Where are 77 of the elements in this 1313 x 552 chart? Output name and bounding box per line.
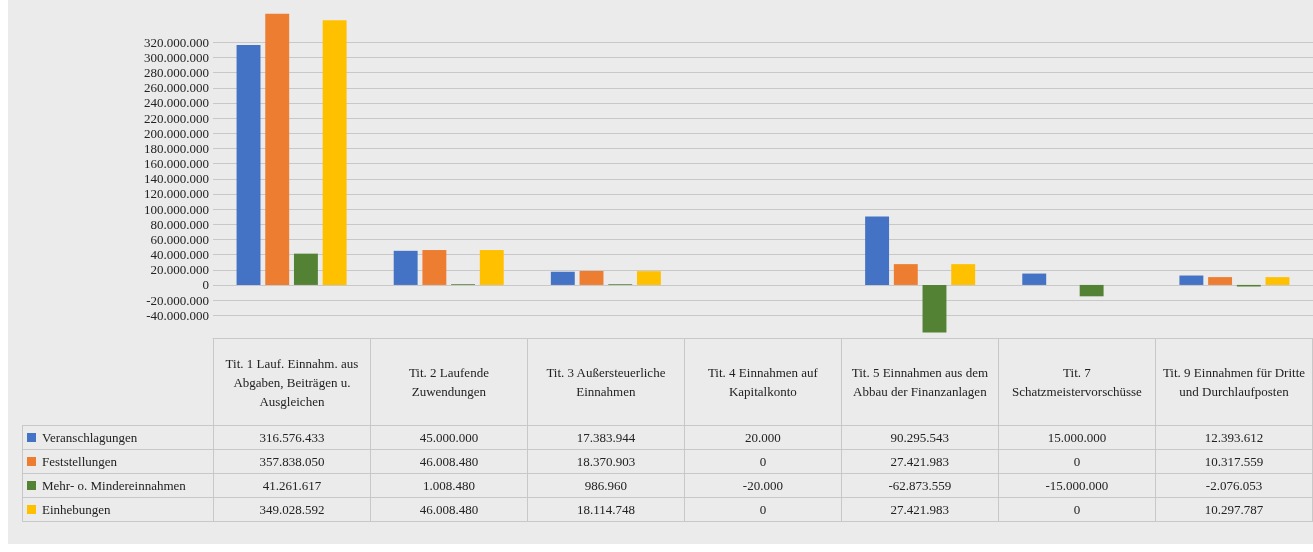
data-label: -2.076.053 [1155, 473, 1313, 498]
bar [550, 271, 575, 285]
x-tick-label: Tit. 4 Einnahmen auf Kapitalkonto [684, 338, 842, 426]
data-label: 46.008.480 [370, 449, 528, 474]
y-tick-label: 20.000.000 [150, 262, 209, 278]
bar [865, 216, 890, 285]
bar [1079, 284, 1104, 297]
legend-label: Veranschlagungen [22, 425, 214, 450]
y-tick-label: 140.000.000 [144, 171, 209, 187]
data-label: 41.261.617 [213, 473, 371, 498]
y-tick-label: 320.000.000 [144, 34, 209, 50]
bar [1265, 277, 1290, 285]
y-tick-label: 80.000.000 [150, 216, 209, 232]
data-label: 15.000.000 [998, 425, 1156, 450]
data-label: 20.000 [684, 425, 842, 450]
y-tick-label: 0 [202, 277, 209, 293]
y-tick-label: 300.000.000 [144, 49, 209, 65]
data-label: 18.114.748 [527, 497, 685, 522]
data-label: 0 [684, 497, 842, 522]
y-tick-label: 200.000.000 [144, 125, 209, 141]
x-tick-label: Tit. 9 Einnahmen für Dritte und Durchlaufposten [1155, 338, 1313, 426]
data-label: 90.295.543 [841, 425, 999, 450]
legend-label: Einhebungen [22, 497, 214, 522]
x-tick-label: Tit. 7 Schatzmeistervorschüsse [998, 338, 1156, 426]
y-tick-label: -20.000.000 [146, 292, 209, 308]
data-label: 12.393.612 [1155, 425, 1313, 450]
bar [265, 13, 290, 285]
y-tick-label: 40.000.000 [150, 247, 209, 263]
data-label: -20.000 [684, 473, 842, 498]
data-label: -15.000.000 [998, 473, 1156, 498]
y-tick-label: 260.000.000 [144, 80, 209, 96]
legend-label: Mehr- o. Mindereinnahmen [22, 473, 214, 498]
x-tick-label: Tit. 2 Laufende Zuwendungen [370, 338, 528, 426]
x-tick-label: Tit. 1 Lauf. Einnahm. aus Abgaben, Beiträgen u. Ausgleichen [213, 338, 371, 426]
y-tick-label: 180.000.000 [144, 140, 209, 156]
data-label: 27.421.983 [841, 449, 999, 474]
x-tick-label: Tit. 5 Einnahmen aus dem Abbau der Finanzanlagen [841, 338, 999, 426]
data-label: 1.008.480 [370, 473, 528, 498]
bar [636, 271, 661, 285]
y-tick-label: 240.000.000 [144, 95, 209, 111]
bar [293, 253, 318, 285]
bar [893, 264, 918, 285]
bar [579, 271, 604, 285]
y-tick-label: 60.000.000 [150, 231, 209, 247]
bar [951, 264, 976, 285]
data-label: 986.960 [527, 473, 685, 498]
data-label: 349.028.592 [213, 497, 371, 522]
data-label: 10.317.559 [1155, 449, 1313, 474]
x-tick-label: Tit. 3 Außersteuerliche Einnahmen [527, 338, 685, 426]
bar [479, 250, 504, 285]
y-tick-label: 220.000.000 [144, 110, 209, 126]
data-label: 17.383.944 [527, 425, 685, 450]
data-label: 0 [998, 449, 1156, 474]
data-label: 0 [998, 497, 1156, 522]
data-label: -62.873.559 [841, 473, 999, 498]
bar [393, 250, 418, 285]
y-tick-label: 160.000.000 [144, 156, 209, 172]
data-label: 45.000.000 [370, 425, 528, 450]
data-label: 27.421.983 [841, 497, 999, 522]
bar [922, 284, 947, 333]
legend-label: Feststellungen [22, 449, 214, 474]
bar [236, 44, 261, 285]
data-label: 316.576.433 [213, 425, 371, 450]
bar [422, 250, 447, 285]
bar [322, 20, 347, 285]
data-label: 46.008.480 [370, 497, 528, 522]
y-tick-label: 120.000.000 [144, 186, 209, 202]
data-label: 10.297.787 [1155, 497, 1313, 522]
y-tick-label: 280.000.000 [144, 65, 209, 81]
data-label: 0 [684, 449, 842, 474]
bar [1208, 277, 1233, 285]
bar [1022, 273, 1047, 285]
bar [1179, 275, 1204, 285]
data-label: 357.838.050 [213, 449, 371, 474]
data-label: 18.370.903 [527, 449, 685, 474]
y-tick-label: 100.000.000 [144, 201, 209, 217]
y-tick-label: -40.000.000 [146, 307, 209, 323]
